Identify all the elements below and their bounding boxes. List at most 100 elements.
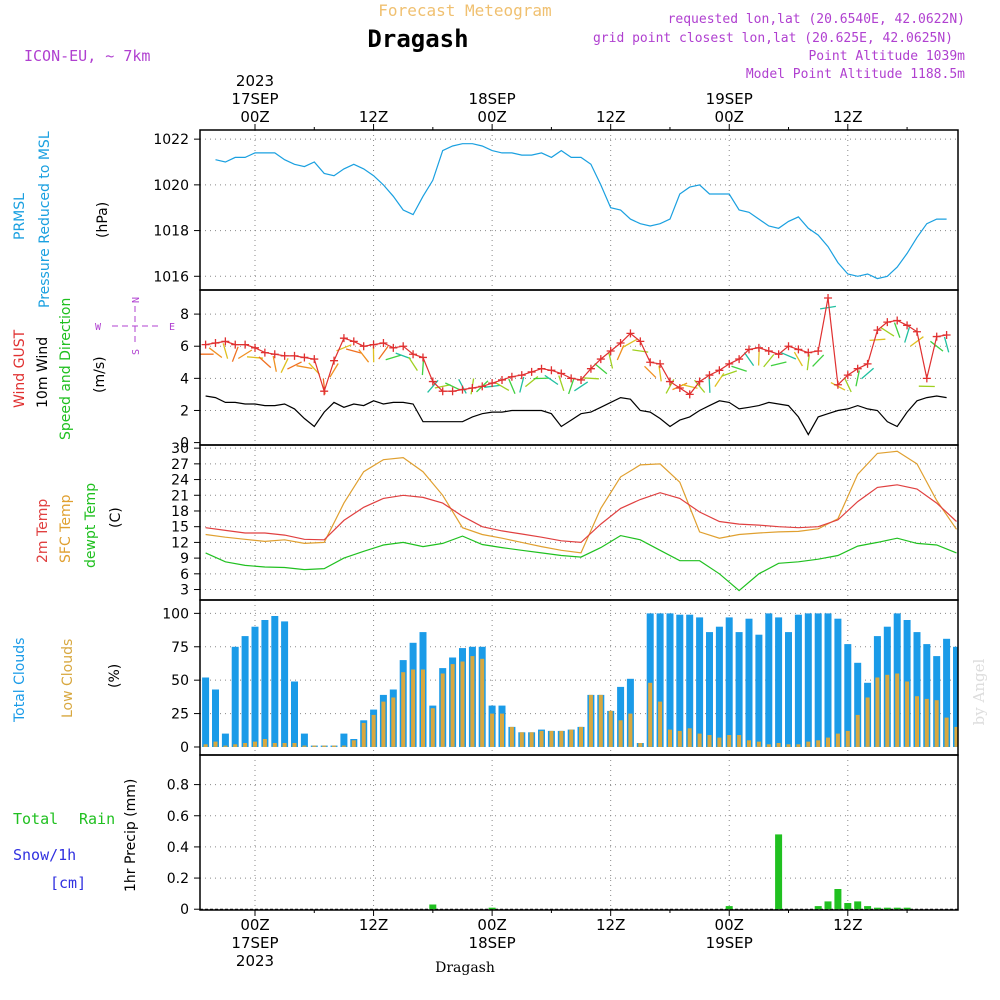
low-cloud-bar	[292, 743, 297, 747]
model-altitude: Model Point Altitude 1188.5m	[746, 67, 965, 82]
wind-direction-arrow	[582, 377, 599, 380]
total-cloud-bar	[696, 617, 704, 747]
prmsl-desc-label: Pressure Reduced to MSL	[37, 131, 53, 308]
total-cloud-bar	[943, 638, 951, 747]
wind-gust-marker	[547, 366, 556, 375]
wind-unit-label: (m/s)	[92, 356, 108, 393]
wind-gust-marker	[399, 342, 408, 351]
wind-gust-marker	[695, 377, 704, 386]
low-cloud-bar	[579, 726, 583, 747]
gust-label: Wind GUST	[12, 329, 28, 408]
wind-direction-arrow	[943, 336, 950, 353]
low-cloud-bar	[915, 696, 919, 747]
wind-gust-marker	[468, 383, 477, 392]
wind-gust-marker	[735, 355, 744, 364]
low-cloud-bar	[213, 741, 218, 747]
total-cloud-bar	[626, 678, 634, 747]
wind-gust-marker	[616, 339, 625, 348]
total-cloud-bar	[804, 613, 812, 747]
wind-direction-arrow	[421, 359, 425, 376]
wind-gust-marker	[596, 355, 605, 364]
point-altitude: Point Altitude 1039m	[808, 49, 965, 64]
low-cloud-bar	[756, 741, 761, 747]
wind-gust-marker	[833, 380, 842, 389]
total-cloud-bar	[725, 617, 733, 747]
total-cloud-bar	[735, 632, 743, 747]
snow-label: Snow/1h	[13, 846, 76, 864]
low-cloud-bar	[411, 669, 416, 747]
total-cloud-bar	[686, 614, 694, 747]
wind-direction-arrow	[855, 370, 860, 387]
precip-bar	[883, 907, 891, 910]
low-cloud-bar	[875, 677, 880, 747]
wind-gust-marker	[814, 347, 823, 356]
wind-direction-arrow	[780, 352, 797, 360]
bottom-time-label: 00Z	[477, 916, 506, 934]
total-cloud-bar	[291, 681, 298, 747]
wind-gust-marker	[725, 359, 734, 368]
frame-layer	[199, 124, 959, 916]
precip-bar	[873, 907, 881, 910]
precip-bar	[814, 906, 822, 910]
wind-gust-marker	[764, 347, 773, 356]
temp-tick-label: 30	[171, 441, 189, 457]
low-cloud-bar	[727, 735, 732, 747]
temp-tick-label: 18	[171, 504, 189, 520]
precip-bar	[903, 907, 911, 910]
low-cloud-bar	[322, 745, 327, 747]
bottom-time-label: 00Z	[240, 916, 269, 934]
total-cloud-bar	[617, 686, 625, 747]
precip-bar	[864, 906, 872, 910]
low-cloud-bar	[509, 726, 514, 747]
wind-gust-marker	[705, 371, 714, 380]
low-cloud-bar	[430, 708, 435, 747]
wind-gust-marker	[201, 340, 210, 349]
wind-gust-line	[205, 297, 947, 396]
total-cloud-bar	[923, 644, 931, 747]
wind-gust-marker	[567, 374, 576, 383]
wind-gust-marker	[458, 385, 467, 394]
low-cloud-bar	[519, 732, 524, 747]
compass-e: E	[169, 322, 175, 333]
precip-bar	[854, 901, 862, 910]
wind-direction-arrow	[743, 352, 755, 366]
wind-gust-marker	[794, 345, 803, 354]
wind-direction-arrow	[574, 381, 589, 392]
model-label: ICON-EU, ~ 7km	[24, 47, 150, 65]
wind-direction-arrow	[880, 326, 895, 337]
dewpt-label: dewpt Temp	[83, 483, 99, 568]
precip-unit-label: 1hr Precip (mm)	[123, 779, 139, 892]
low-cloud-bar	[618, 720, 623, 747]
temp-tick-label: 21	[171, 488, 189, 504]
low-cloud-bar	[371, 714, 376, 747]
wind-gust-marker	[665, 377, 674, 386]
bottom-time-label: 18SEP	[469, 934, 516, 952]
prmsl-label: PRMSL	[12, 193, 28, 240]
wind-gust-marker	[488, 379, 497, 388]
wind-gust-marker	[241, 340, 250, 349]
total-cloud-bar	[765, 613, 773, 747]
total-cloud-bar	[715, 626, 723, 747]
precip-bar	[893, 907, 901, 910]
wind-direction-arrow	[287, 361, 302, 370]
low-cloud-bar	[312, 745, 317, 747]
wind-direction-arrow	[708, 376, 711, 393]
low-cloud-bar	[539, 730, 544, 747]
requested-lonlat: requested lon,lat (20.6540E, 42.0622N)	[668, 12, 965, 27]
wind-gust-marker	[300, 353, 309, 362]
precip-tick-label: 0.8	[167, 778, 189, 794]
wind-direction-arrow	[757, 349, 760, 366]
wind-gust-marker	[498, 375, 506, 384]
total-cloud-bar	[794, 614, 802, 747]
low-cloud-bar	[638, 743, 643, 747]
temp-tick-label: 12	[171, 535, 189, 551]
wind-speed-line	[205, 395, 947, 436]
wind-gust-marker	[774, 350, 783, 359]
temp-tick-label: 9	[180, 551, 189, 567]
wind-direction-arrow	[658, 365, 662, 382]
low-cloud-bar	[737, 735, 742, 747]
low-cloud-bar	[668, 729, 672, 747]
wind-direction-arrow	[793, 351, 803, 367]
cloud-tick-label: 50	[171, 673, 189, 689]
low-cloud-bar	[648, 682, 653, 747]
